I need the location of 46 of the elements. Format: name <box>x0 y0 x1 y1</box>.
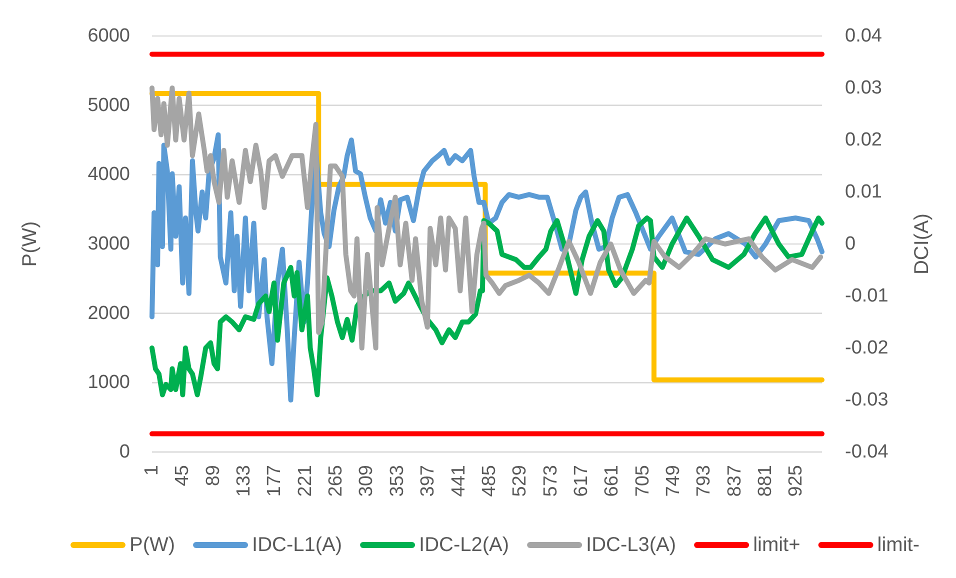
y-tick-label: 4000 <box>88 164 130 186</box>
x-tick-label: 749 <box>663 465 684 497</box>
y2-tick-label: 0.04 <box>845 26 882 46</box>
x-tick-label: 309 <box>356 465 378 497</box>
legend-label: IDC-L3(A) <box>586 534 676 556</box>
y2-tick-label: -0.01 <box>845 286 888 306</box>
legend-label: limit+ <box>753 534 800 556</box>
y-tick-label: 2000 <box>88 302 130 324</box>
legend-label: P(W) <box>130 534 176 556</box>
legend-label: IDC-L1(A) <box>252 534 342 556</box>
y2-tick-label: 0 <box>845 234 856 254</box>
x-tick-label: 573 <box>540 465 562 497</box>
x-tick-label: 529 <box>510 465 531 497</box>
x-tick-label: 793 <box>694 465 715 497</box>
y-axis-title: P(W) <box>19 221 41 267</box>
y2-tick-label: 0.02 <box>845 130 882 150</box>
legend-label: limit- <box>877 534 920 556</box>
x-tick-label: 1 <box>142 465 162 476</box>
x-tick-label: 265 <box>326 465 347 497</box>
y2-tick-label: 0.01 <box>845 182 882 202</box>
x-tick-label: 353 <box>386 465 408 497</box>
x-tick-label: 617 <box>570 465 592 497</box>
x-tick-label: 837 <box>724 465 746 497</box>
x-tick-label: 441 <box>448 465 470 497</box>
x-tick-label: 89 <box>202 465 224 486</box>
y-tick-label: 0 <box>119 442 130 462</box>
x-tick-label: 661 <box>602 465 623 497</box>
x-tick-label: 925 <box>786 465 807 497</box>
y2-axis-title: DCI(A) <box>911 213 933 275</box>
x-tick-label: 133 <box>234 465 255 497</box>
x-tick-label: 705 <box>632 465 654 497</box>
y-tick-label: 3000 <box>88 234 130 254</box>
x-tick-label: 397 <box>418 465 439 497</box>
y2-tick-label: -0.04 <box>845 442 889 462</box>
x-tick-label: 485 <box>478 465 500 497</box>
y-tick-label: 6000 <box>88 26 130 46</box>
y2-tick-label: -0.03 <box>845 390 888 410</box>
x-tick-label: 881 <box>755 465 776 497</box>
legend-label: IDC-L2(A) <box>419 534 510 556</box>
y-tick-label: 1000 <box>88 372 130 394</box>
x-tick-label: 221 <box>294 465 316 497</box>
x-tick-label: 177 <box>264 465 286 497</box>
y2-tick-label: -0.02 <box>845 338 888 358</box>
y2-tick-label: 0.03 <box>845 78 882 98</box>
x-tick-label: 45 <box>172 465 194 486</box>
y-tick-label: 5000 <box>88 94 130 116</box>
